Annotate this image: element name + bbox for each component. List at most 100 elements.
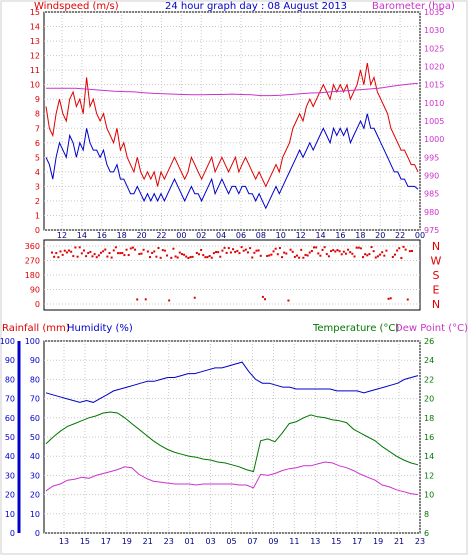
barometer-tick: 975: [424, 226, 439, 235]
windspeed-tick: 12: [30, 52, 40, 61]
direction-point: [212, 252, 215, 255]
direction-point: [208, 254, 211, 257]
windspeed-tick: 9: [35, 95, 40, 104]
direction-point: [57, 256, 60, 259]
direction-point: [93, 253, 96, 256]
windspeed-tick: 8: [35, 110, 40, 119]
barometer-tick: 1030: [424, 26, 444, 35]
direction-point: [131, 246, 134, 249]
direction-point: [249, 247, 252, 250]
direction-point: [408, 250, 411, 253]
direction-point: [95, 256, 98, 259]
windspeed-tick: 0: [35, 226, 40, 235]
windspeed-tick: 10: [30, 81, 40, 90]
direction-point: [74, 246, 77, 249]
direction-point: [168, 299, 171, 302]
direction-point: [176, 256, 179, 259]
direction-point: [347, 248, 350, 251]
wind-series: [45, 62, 419, 210]
direction-point: [114, 246, 117, 249]
direction-point: [330, 250, 333, 253]
wind-x-tick: 12: [296, 231, 306, 240]
direction-point: [349, 251, 352, 254]
direction-point: [53, 255, 56, 258]
direction-point: [68, 249, 71, 252]
direction-point: [302, 256, 305, 259]
barometer-tick: 980: [424, 208, 439, 217]
wind-x-tick: 02: [196, 231, 206, 240]
direction-point: [364, 253, 367, 256]
direction-point: [195, 251, 198, 254]
direction-point: [127, 254, 130, 257]
rainfall-tick: 60: [5, 414, 15, 423]
direction-point: [281, 256, 284, 259]
wind-x-tick: 14: [77, 231, 87, 240]
wind-x-tick: 16: [97, 231, 107, 240]
barometer-tick: 1000: [424, 135, 444, 144]
direction-point: [204, 256, 207, 259]
direction-point: [174, 255, 177, 258]
direction-point: [406, 298, 409, 301]
direction-point: [381, 251, 384, 254]
direction-point: [261, 295, 264, 298]
series-humidity: [45, 361, 419, 403]
direction-point: [387, 297, 390, 300]
wind-x-tick: 22: [156, 231, 166, 240]
direction-point: [140, 252, 143, 255]
direction-point: [304, 253, 307, 256]
direction-point: [353, 255, 356, 258]
barometer-tick: 990: [424, 172, 439, 181]
direction-tick: 270: [25, 257, 40, 266]
direction-tick: 360: [25, 242, 40, 251]
temp-x-tick-labels: 13 15 17 19 21 23 01 03 05 07 09 11 13 15 17 19 21 23: [59, 537, 425, 546]
wind-x-tick: 16: [335, 231, 345, 240]
direction-point: [268, 254, 271, 257]
direction-point: [72, 255, 75, 258]
compass-label: S: [433, 269, 440, 282]
wind-x-tick: 08: [256, 231, 266, 240]
direction-point: [76, 255, 79, 258]
direction-point: [342, 250, 345, 253]
direction-point: [308, 251, 311, 254]
wind-x-tick: 20: [375, 231, 385, 240]
direction-point: [178, 251, 181, 254]
series-wind: [45, 113, 419, 210]
direction-point: [325, 253, 328, 256]
windspeed-tick: 4: [35, 168, 40, 177]
temperature-axis-label: Temperature (°C): [312, 323, 399, 334]
direction-point: [172, 247, 175, 250]
direction-point: [148, 256, 151, 259]
direction-point: [187, 257, 190, 260]
temperature-tick: 10: [424, 491, 434, 500]
direction-point: [379, 253, 382, 256]
humidity-tick: 60: [30, 414, 40, 423]
direction-point: [125, 248, 128, 251]
windspeed-tick: 14: [30, 23, 40, 32]
direction-point: [159, 256, 162, 259]
temp-panel-grid: [44, 340, 421, 534]
wind-x-tick-labels: 12 14 16 18 20 22 00 02 04 06 08 10 12 14 16 18 20 22 00: [57, 231, 425, 240]
direction-point: [161, 249, 164, 252]
wind-x-tick: 00: [415, 231, 425, 240]
direction-point: [293, 255, 296, 258]
rainfall-tick: 40: [5, 452, 15, 461]
direction-point: [259, 254, 262, 257]
direction-point: [163, 249, 166, 252]
direction-tick-labels: 0 90 180 270 360: [25, 242, 40, 309]
humidity-tick: 30: [30, 471, 40, 480]
direction-point: [238, 252, 241, 255]
wind-x-tick: 00: [176, 231, 186, 240]
direction-point: [336, 249, 339, 252]
temperature-tick: 8: [424, 510, 429, 519]
rainfall-tick-labels: 0 10 20 30 40 50 60 70 80 90 100: [0, 337, 15, 538]
direction-point: [274, 247, 277, 250]
direction-point: [229, 251, 232, 254]
direction-point: [80, 252, 83, 255]
direction-point: [217, 251, 220, 254]
direction-point: [197, 253, 200, 256]
direction-point: [317, 252, 320, 255]
barometer-tick: 1020: [424, 63, 444, 72]
barometer-axis-label: Barometer (hpa): [372, 1, 455, 12]
temp-x-tick: 17: [101, 537, 111, 546]
